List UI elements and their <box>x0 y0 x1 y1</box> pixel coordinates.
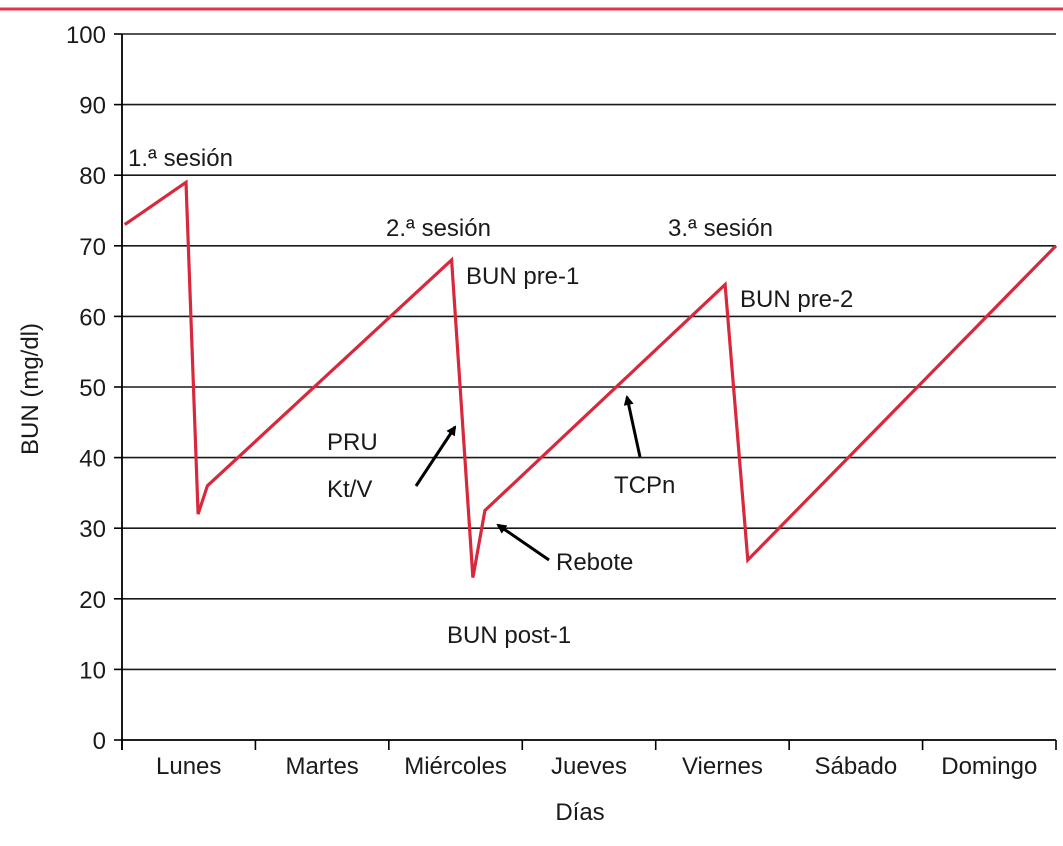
annotation-ktv: Kt/V <box>327 476 372 503</box>
annotation-bun-post-1: BUN post-1 <box>447 622 571 649</box>
series-layer <box>125 182 1056 577</box>
pru-arrow <box>416 427 455 486</box>
annotation-sesion-2: 2.ª sesión <box>386 215 491 242</box>
rebote-arrow <box>498 525 549 560</box>
labels: Días BUN (mg/dl) 1.ª sesión 2.ª sesión 3… <box>17 145 853 826</box>
x-tick-label-7: Domingo <box>941 753 1037 780</box>
x-tick-label-6: Sábado <box>814 753 897 780</box>
axes: 0 10 20 30 40 50 60 70 80 90 100 Lunes Martes Miércol… <box>66 22 1056 780</box>
x-tick-label-3: Miércoles <box>404 753 507 780</box>
annotation-sesion-3: 3.ª sesión <box>668 215 773 242</box>
y-tick-label-0: 0 <box>93 728 106 755</box>
x-tick-label-4: Jueves <box>551 753 627 780</box>
annotation-bun-pre-1: BUN pre-1 <box>466 263 579 290</box>
series-line-0 <box>125 182 1056 577</box>
y-tick-label-60: 60 <box>79 304 106 331</box>
y-tick-label-100: 100 <box>66 22 106 49</box>
annotation-tcpn: TCPn <box>614 472 675 499</box>
x-tick-label-1: Lunes <box>156 753 221 780</box>
y-tick-label-40: 40 <box>79 446 106 473</box>
y-tick-label-20: 20 <box>79 587 106 614</box>
annotation-rebote: Rebote <box>556 549 633 576</box>
tcpn-arrow <box>627 397 640 457</box>
annotation-pru: PRU <box>327 429 378 456</box>
x-tick-label-2: Martes <box>285 753 358 780</box>
annotation-arrows <box>416 397 640 560</box>
annotation-sesion-1: 1.ª sesión <box>128 145 233 172</box>
x-tick-label-5: Viernes <box>682 753 763 780</box>
y-axis-title: BUN (mg/dl) <box>17 323 44 455</box>
y-tick-label-10: 10 <box>79 657 106 684</box>
y-tick-label-30: 30 <box>79 516 106 543</box>
annotation-bun-pre-2: BUN pre-2 <box>740 286 853 313</box>
x-axis-title: Días <box>555 799 604 826</box>
y-tick-label-70: 70 <box>79 234 106 261</box>
y-tick-label-50: 50 <box>79 375 106 402</box>
y-tick-label-90: 90 <box>79 93 106 120</box>
y-tick-label-80: 80 <box>79 163 106 190</box>
